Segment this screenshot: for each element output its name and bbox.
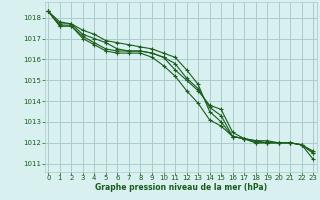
X-axis label: Graphe pression niveau de la mer (hPa): Graphe pression niveau de la mer (hPa) — [95, 183, 267, 192]
